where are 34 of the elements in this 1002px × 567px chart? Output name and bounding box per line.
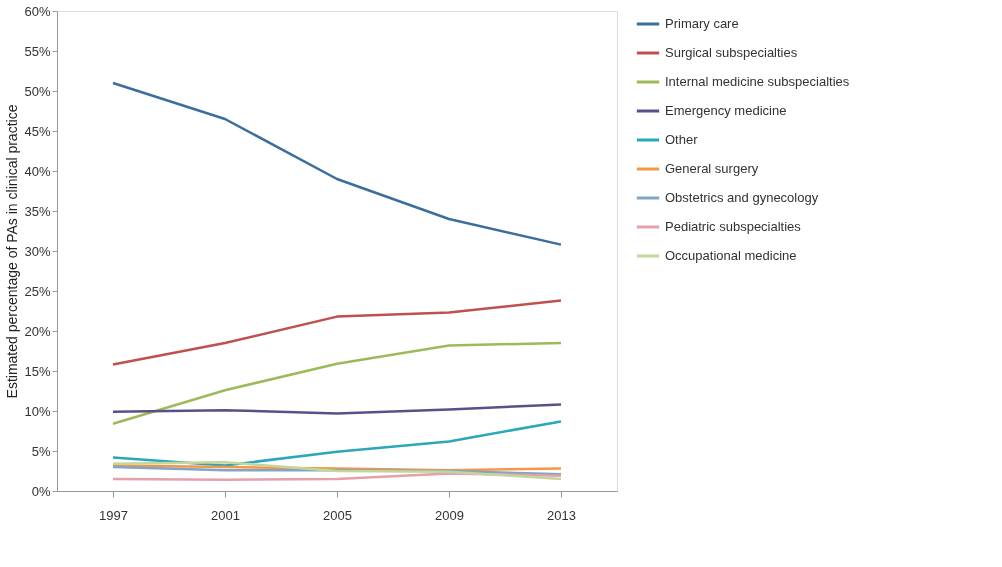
y-tick-label: 55% <box>24 43 51 59</box>
y-tick-label: 5% <box>31 443 51 459</box>
legend-label: Obstetrics and gynecology <box>665 190 819 205</box>
y-tick-label: 45% <box>24 123 51 139</box>
line-series <box>111 81 563 246</box>
y-tick-label: 50% <box>24 83 51 99</box>
y-tick-label: 60% <box>24 3 51 19</box>
line-series <box>111 420 563 467</box>
legend-label: Other <box>665 132 699 147</box>
legend-label: Emergency medicine <box>665 103 787 118</box>
x-tick-label: 2009 <box>435 507 464 523</box>
line-series <box>111 403 563 415</box>
line-series <box>111 460 563 481</box>
y-tick-label: 0% <box>31 483 51 499</box>
x-tick-label: 2001 <box>211 507 240 523</box>
legend-label: Primary care <box>665 16 739 31</box>
line-series <box>111 341 563 426</box>
x-tick-label: 2013 <box>547 507 576 523</box>
legend-label: Internal medicine subspecialties <box>665 74 850 89</box>
y-tick-label: 35% <box>24 203 51 219</box>
x-tick-label: 2005 <box>323 507 352 523</box>
line-series <box>111 299 563 366</box>
legend-label: Surgical subspecialties <box>665 45 798 60</box>
legend-label: Occupational medicine <box>665 248 797 263</box>
y-axis-title: Estimated percentage of PAs in clinical practice <box>4 104 21 399</box>
y-tick-label: 25% <box>24 283 51 299</box>
legend-label: Pediatric subspecialties <box>665 219 802 234</box>
y-tick-label: 10% <box>24 403 51 419</box>
x-tick-label: 1997 <box>99 507 128 523</box>
legend-label: General surgery <box>665 161 759 176</box>
y-tick-label: 30% <box>24 243 51 259</box>
y-tick-label: 15% <box>24 363 51 379</box>
y-tick-label: 20% <box>24 323 51 339</box>
y-tick-label: 40% <box>24 163 51 179</box>
